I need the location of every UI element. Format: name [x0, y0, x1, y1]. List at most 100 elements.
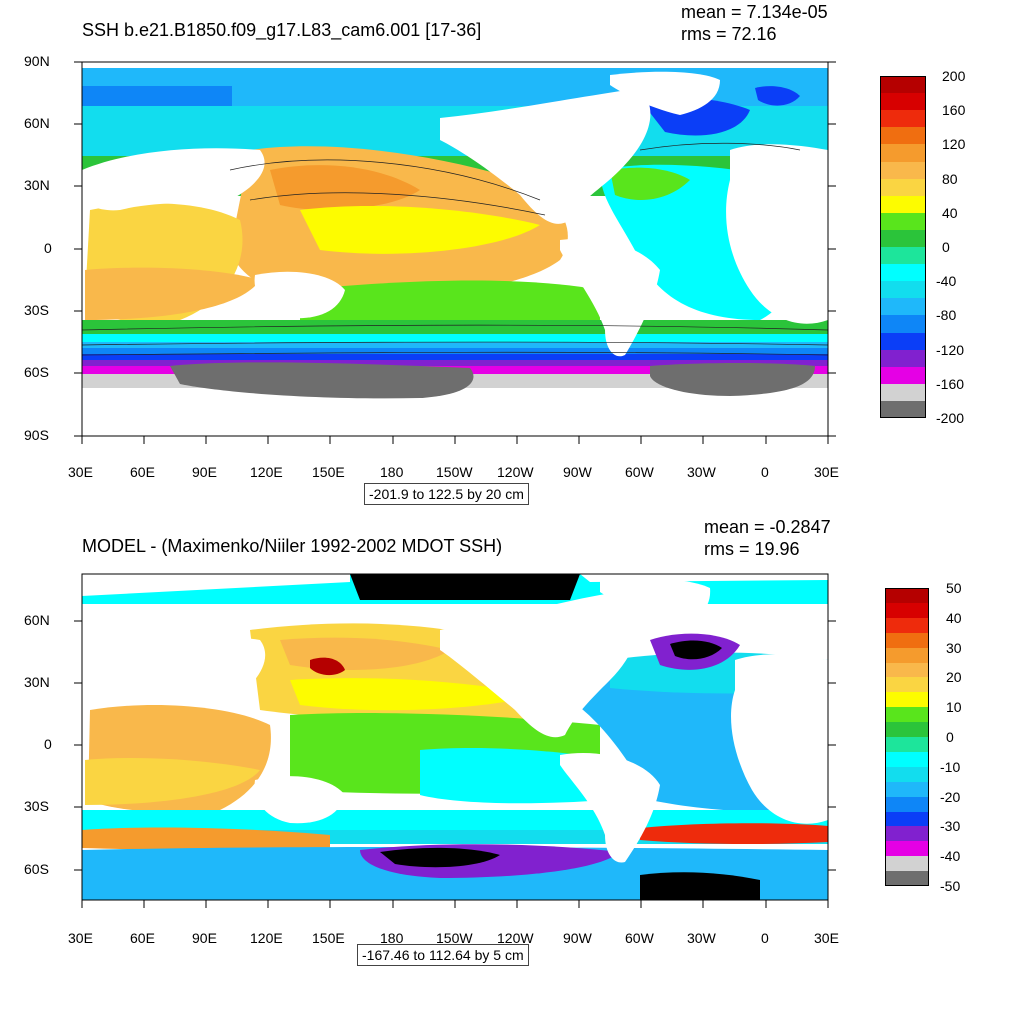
- colorbar-swatch: [885, 692, 929, 708]
- lon-label: 120W: [497, 464, 534, 480]
- lon-label: 30E: [68, 464, 93, 480]
- rms-label: rms = 19.96: [704, 539, 800, 559]
- lon-label: 90E: [192, 930, 217, 946]
- colorbar-swatch: [885, 737, 929, 753]
- colorbar-tick-label: -10: [940, 758, 961, 775]
- colorbar-swatch: [880, 161, 926, 180]
- lat-label: 30S: [24, 302, 49, 318]
- colorbar: [880, 76, 926, 419]
- colorbar-tick-label: -30: [940, 818, 961, 835]
- colorbar-tick-label: -50: [940, 878, 961, 894]
- colorbar-tick-label: -40: [936, 273, 957, 290]
- colorbar-swatch: [885, 722, 929, 738]
- colorbar-labels: 200 160 120 80 40 0 -40 -80 -120 -160 -200: [936, 68, 996, 428]
- colorbar-tick-label: 0: [942, 239, 950, 255]
- lon-label: 60E: [130, 464, 155, 480]
- colorbar-swatch: [880, 349, 926, 368]
- colorbar-swatch: [880, 315, 926, 333]
- lon-label: 150E: [312, 464, 345, 480]
- colorbar-swatch: [885, 841, 929, 857]
- colorbar-swatch: [885, 826, 929, 842]
- lat-label: 60N: [24, 612, 50, 628]
- colorbar-tick-label: -80: [936, 307, 957, 324]
- lon-label: 30E: [814, 930, 839, 946]
- colorbar-swatch: [880, 178, 926, 197]
- colorbar-tick-label: 0: [946, 729, 954, 745]
- contour-caption: -201.9 to 122.5 by 20 cm: [364, 483, 529, 505]
- colorbar-swatch: [880, 195, 926, 214]
- lon-label: 180: [380, 464, 404, 480]
- lon-label: 150E: [312, 930, 345, 946]
- colorbar-swatch: [880, 93, 926, 111]
- mean-label: mean = 7.134e-05: [681, 2, 828, 22]
- lon-label: 120E: [250, 464, 283, 480]
- colorbar-swatch: [880, 298, 926, 316]
- lon-label: 90E: [192, 464, 217, 480]
- colorbar-tick-label: -200: [936, 410, 965, 426]
- lat-label: 30N: [24, 674, 50, 690]
- lon-label: 120E: [250, 930, 283, 946]
- map-panel-bottom: MODEL - (Maximenko/Niiler 1992-2002 MDOT…: [0, 510, 1024, 990]
- lon-label: 150W: [436, 930, 473, 946]
- colorbar-tick-label: -160: [936, 375, 965, 392]
- lat-label: 60N: [24, 115, 50, 131]
- lon-label: 30E: [68, 930, 93, 946]
- colorbar-swatch: [880, 247, 926, 265]
- colorbar-swatch: [885, 766, 929, 783]
- colorbar-swatch: [885, 632, 929, 649]
- colorbar-tick-label: 40: [946, 609, 962, 626]
- colorbar-swatch: [885, 602, 929, 619]
- colorbar-tick-label: 120: [942, 136, 966, 153]
- lat-label: 60S: [24, 364, 49, 380]
- colorbar-swatch: [885, 856, 929, 872]
- colorbar-swatch: [880, 76, 926, 94]
- colorbar-labels: 50 40 30 20 10 0 -10 -20 -30 -40 -50: [940, 580, 1000, 896]
- colorbar-swatch: [885, 871, 929, 887]
- colorbar-tick-label: 200: [942, 68, 966, 84]
- colorbar-tick-label: 20: [946, 669, 962, 686]
- colorbar-swatch: [885, 677, 929, 693]
- colorbar-swatch: [880, 110, 926, 128]
- lon-label: 90W: [563, 464, 592, 480]
- lon-label: 30E: [814, 464, 839, 480]
- lat-label: 0: [44, 736, 52, 752]
- colorbar-tick-label: -120: [936, 341, 965, 358]
- colorbar-swatch: [885, 811, 929, 827]
- lon-label: 30W: [687, 464, 716, 480]
- colorbar-swatch: [885, 781, 929, 798]
- colorbar: [885, 588, 929, 887]
- colorbar-swatch: [885, 588, 929, 604]
- colorbar-tick-label: 10: [946, 699, 962, 716]
- colorbar-swatch: [880, 400, 926, 419]
- colorbar-swatch: [885, 796, 929, 812]
- lat-label: 30N: [24, 177, 50, 193]
- lat-label: 60S: [24, 861, 49, 877]
- lon-label: 0: [761, 930, 769, 946]
- colorbar-tick-label: 80: [942, 170, 958, 187]
- lon-label: 30W: [687, 930, 716, 946]
- colorbar-swatch: [880, 229, 926, 248]
- colorbar-swatch: [885, 662, 929, 678]
- panel-title: SSH b.e21.B1850.f09_g17.L83_cam6.001 [17…: [82, 20, 482, 40]
- lon-label: 120W: [497, 930, 534, 946]
- colorbar-swatch: [885, 707, 929, 723]
- colorbar-tick-label: 40: [942, 204, 958, 221]
- colorbar-swatch: [880, 383, 926, 402]
- colorbar-swatch: [880, 264, 926, 282]
- lon-label: 90W: [563, 930, 592, 946]
- colorbar-tick-label: 50: [946, 580, 962, 596]
- colorbar-swatch: [880, 212, 926, 231]
- lat-label: 0: [44, 240, 52, 256]
- mean-label: mean = -0.2847: [704, 517, 831, 537]
- lon-label: 150W: [436, 464, 473, 480]
- colorbar-swatch: [880, 127, 926, 145]
- colorbar-swatch: [880, 281, 926, 299]
- lon-label: 60W: [625, 930, 654, 946]
- colorbar-swatch: [880, 332, 926, 351]
- colorbar-tick-label: -20: [940, 788, 961, 805]
- colorbar-tick-label: 160: [942, 102, 966, 119]
- ssh-difference-map: [74, 573, 836, 908]
- contour-caption: -167.46 to 112.64 by 5 cm: [357, 944, 529, 966]
- rms-label: rms = 72.16: [681, 24, 777, 44]
- lon-label: 60W: [625, 464, 654, 480]
